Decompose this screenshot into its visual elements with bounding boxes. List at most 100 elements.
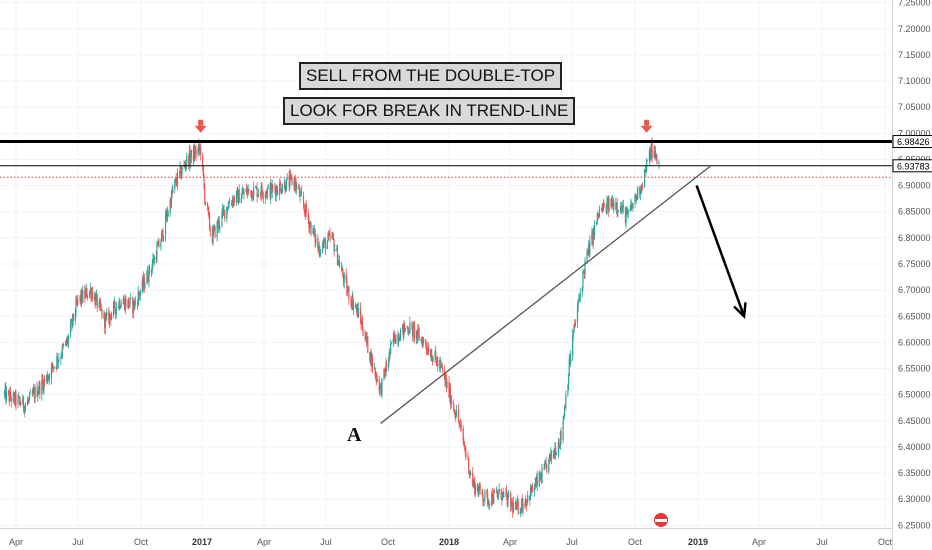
candle-body — [289, 174, 291, 187]
candle-body — [136, 301, 139, 305]
candle-body — [151, 264, 153, 271]
candle-body — [211, 231, 213, 243]
candle-body — [394, 331, 396, 342]
candle-body — [378, 379, 380, 391]
y-tick-label: 6.65000 — [898, 311, 931, 321]
candle-body — [491, 493, 493, 504]
candle-body — [123, 298, 126, 310]
candle-body — [289, 174, 292, 176]
candle-body — [197, 149, 199, 156]
candle-body — [329, 233, 331, 239]
candle-body — [361, 320, 363, 325]
x-tick-label: Jul — [566, 537, 578, 547]
candle-body — [381, 378, 383, 395]
candle-body — [567, 375, 570, 386]
candle-body — [132, 297, 134, 313]
candle-body — [422, 339, 424, 347]
candle-body — [529, 487, 532, 501]
candle-body — [379, 384, 381, 391]
candle-body — [503, 492, 505, 493]
candle-body — [79, 295, 81, 300]
candle-body — [186, 155, 188, 165]
candle-body — [48, 376, 50, 379]
candle-body — [48, 376, 50, 380]
y-tick-label: 6.75000 — [898, 259, 931, 269]
candle-body — [257, 193, 260, 195]
candle-body — [55, 366, 57, 368]
candle-body — [507, 494, 509, 506]
candle-body — [331, 234, 333, 239]
candle-body — [279, 182, 281, 195]
candle-body — [407, 331, 410, 333]
candle-body — [76, 298, 78, 304]
candle-body — [332, 234, 334, 236]
candle-body — [237, 189, 240, 204]
candle-body — [593, 225, 596, 235]
candle-body — [47, 378, 49, 382]
candle-body — [443, 369, 445, 376]
candle-body — [208, 211, 210, 215]
candle-body — [217, 220, 220, 228]
candle-body — [328, 233, 330, 236]
x-tick-label: 2017 — [192, 537, 212, 547]
candle-body — [235, 191, 238, 203]
candle-body — [202, 154, 204, 166]
candle-body — [538, 472, 540, 486]
candle-body — [256, 187, 258, 197]
candle-body — [622, 204, 624, 208]
candle-body — [476, 484, 479, 491]
candle-body — [440, 362, 442, 365]
candle-body — [375, 373, 377, 376]
candle-body — [481, 489, 483, 496]
candle-body — [167, 213, 169, 217]
candle-body — [501, 499, 503, 501]
candle-body — [390, 342, 392, 344]
candle-body — [479, 484, 481, 490]
candle-body — [321, 244, 324, 252]
candle-body — [412, 324, 414, 337]
candle-body — [487, 500, 489, 505]
projection-arrow[interactable] — [695, 185, 746, 317]
candle-body — [482, 500, 485, 502]
candle-body — [370, 351, 372, 367]
candle-body — [563, 415, 565, 420]
candle-body — [232, 199, 234, 205]
candle-body — [138, 291, 140, 295]
candle-body — [353, 304, 355, 310]
candle-body — [398, 338, 400, 342]
candle-body — [583, 271, 585, 273]
candle-body — [611, 202, 613, 208]
candle-body — [477, 490, 479, 495]
candle-body — [559, 431, 562, 447]
candle-body — [36, 387, 38, 397]
price-tag — [892, 135, 932, 149]
candle-body — [279, 182, 281, 185]
candle-body — [180, 173, 183, 178]
candle-body — [371, 356, 374, 368]
candle-body — [371, 356, 373, 367]
candle-body — [247, 188, 249, 191]
candle-body — [242, 191, 244, 194]
candle-body — [95, 294, 98, 297]
candle-body — [147, 280, 149, 282]
candle-body — [545, 461, 547, 465]
candle-body — [393, 331, 395, 339]
candle-body — [626, 210, 629, 215]
candle-body — [275, 186, 277, 196]
candle-body — [104, 316, 106, 328]
candle-body — [5, 387, 7, 401]
candle-body — [76, 300, 78, 304]
candle-body — [388, 351, 390, 362]
top-marker-stem — [644, 119, 650, 126]
trend-line[interactable] — [380, 165, 712, 424]
candle-body — [162, 236, 165, 240]
candle-body — [183, 163, 185, 167]
candle-body — [137, 291, 139, 305]
candle-body — [160, 241, 162, 248]
candle-body — [622, 204, 624, 211]
candle-body — [347, 288, 349, 291]
candle-body — [24, 405, 27, 407]
candle-body — [392, 338, 394, 343]
candle-body — [539, 472, 541, 479]
